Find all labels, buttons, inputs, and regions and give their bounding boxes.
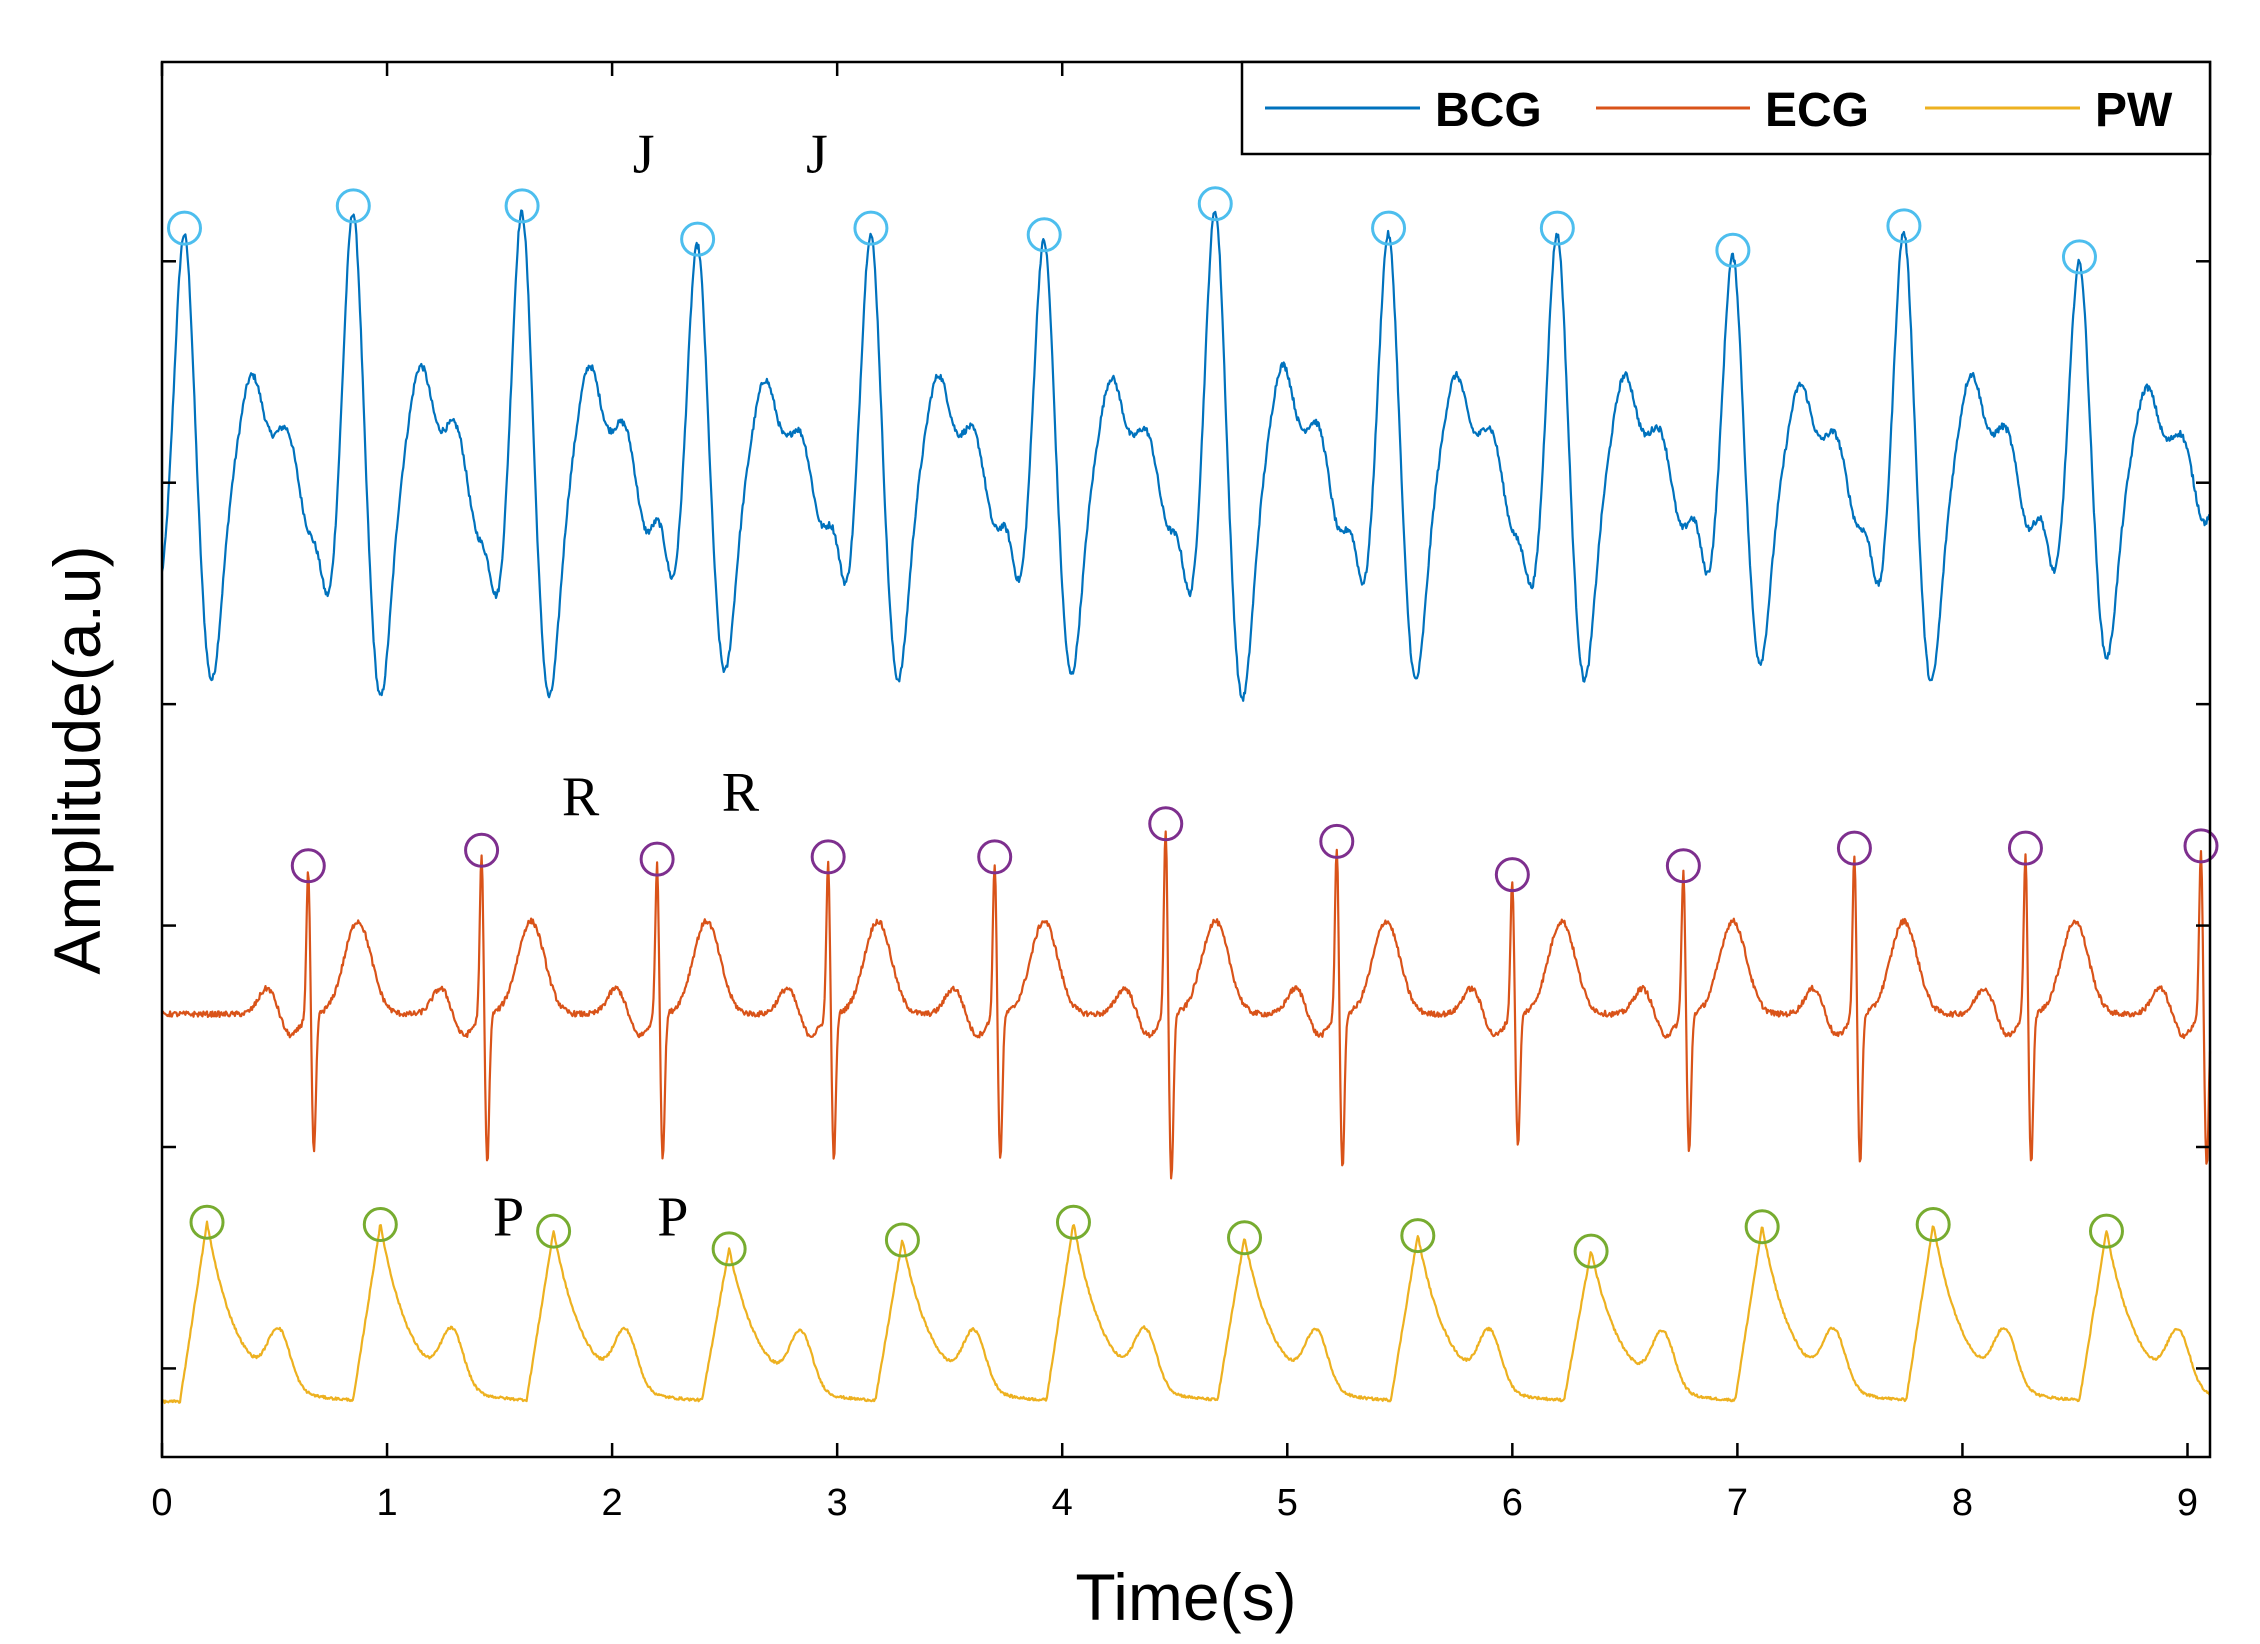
peak-marker-bcg (1886, 208, 1922, 244)
peak-marker-pw (1055, 1204, 1091, 1240)
series-line-pw (161, 1220, 2211, 1405)
tick-layer: 0 1 2 3 4 5 6 7 8 9 (151, 62, 2210, 1524)
x-tick-label: 5 (1277, 1482, 1298, 1524)
annotation-j: J (633, 124, 655, 186)
peak-marker-pw (1400, 1218, 1436, 1254)
peak-marker-bcg (504, 188, 540, 224)
legend: BCG ECG PW (1240, 60, 2212, 156)
annotation-layer: J J R R P P (493, 124, 828, 1249)
x-tick-label: 0 (151, 1482, 172, 1524)
x-axis-title: Time(s) (1075, 1560, 1296, 1634)
peak-marker-pw (884, 1222, 920, 1258)
peak-marker-bcg (1197, 186, 1233, 222)
x-tick-label: 6 (1502, 1482, 1523, 1524)
peak-marker-ecg (1494, 857, 1530, 893)
x-tick-label: 9 (2177, 1482, 2198, 1524)
peak-marker-pw (1915, 1207, 1951, 1242)
legend-label-bcg: BCG (1435, 84, 1542, 137)
peak-marker-ecg (1148, 806, 1184, 842)
annotation-r: R (722, 761, 760, 823)
peak-marker-bcg (853, 210, 889, 246)
peak-marker-ecg (810, 839, 846, 875)
series-line-ecg (161, 830, 2212, 1180)
x-tick-label: 4 (1052, 1482, 1073, 1524)
legend-label-pw: PW (2095, 84, 2173, 137)
peak-marker-pw (1744, 1209, 1780, 1245)
x-tick-label: 7 (1727, 1482, 1748, 1524)
peak-marker-ecg (1319, 823, 1355, 859)
peak-marker-pw (1573, 1233, 1609, 1269)
annotation-r: R (562, 766, 600, 828)
x-tick-label: 3 (827, 1482, 848, 1524)
peak-marker-pw (536, 1213, 572, 1249)
peak-marker-bcg (680, 221, 716, 257)
peak-marker-pw (362, 1207, 398, 1242)
annotation-p: P (657, 1187, 688, 1249)
annotation-j: J (806, 124, 828, 186)
plot-frame (160, 60, 2212, 1459)
peak-marker-ecg (2183, 828, 2219, 864)
peak-marker-bcg (167, 210, 203, 246)
peak-marker-ecg (639, 841, 675, 877)
peak-marker-bcg (1026, 217, 1062, 253)
series-layer (160, 209, 2212, 1405)
y-axis-title: Amplitude(a.u) (40, 545, 114, 974)
plot-background (162, 62, 2210, 1457)
peak-marker-pw (2088, 1213, 2124, 1249)
peak-marker-ecg (290, 848, 326, 884)
peak-marker-bcg (335, 188, 371, 224)
peak-marker-bcg (1715, 232, 1751, 268)
x-tick-label: 1 (376, 1482, 397, 1524)
series-line-bcg (160, 209, 2212, 702)
peak-marker-pw (189, 1204, 225, 1240)
legend-label-ecg: ECG (1765, 84, 1869, 137)
peak-marker-ecg (2007, 830, 2043, 866)
x-tick-label: 8 (1952, 1482, 1973, 1524)
peak-marker-bcg (1539, 210, 1575, 246)
annotation-p: P (493, 1187, 524, 1249)
peak-marker-pw (1227, 1220, 1263, 1256)
peak-marker-bcg (2061, 239, 2097, 275)
x-tick-label: 2 (602, 1482, 623, 1524)
peak-marker-ecg (464, 832, 500, 868)
peak-marker-ecg (1665, 848, 1701, 884)
peak-marker-ecg (977, 839, 1013, 875)
peak-marker-layer (167, 186, 2219, 1269)
peak-marker-ecg (1836, 830, 1872, 866)
peak-marker-bcg (1371, 210, 1407, 246)
peak-marker-pw (711, 1231, 747, 1267)
